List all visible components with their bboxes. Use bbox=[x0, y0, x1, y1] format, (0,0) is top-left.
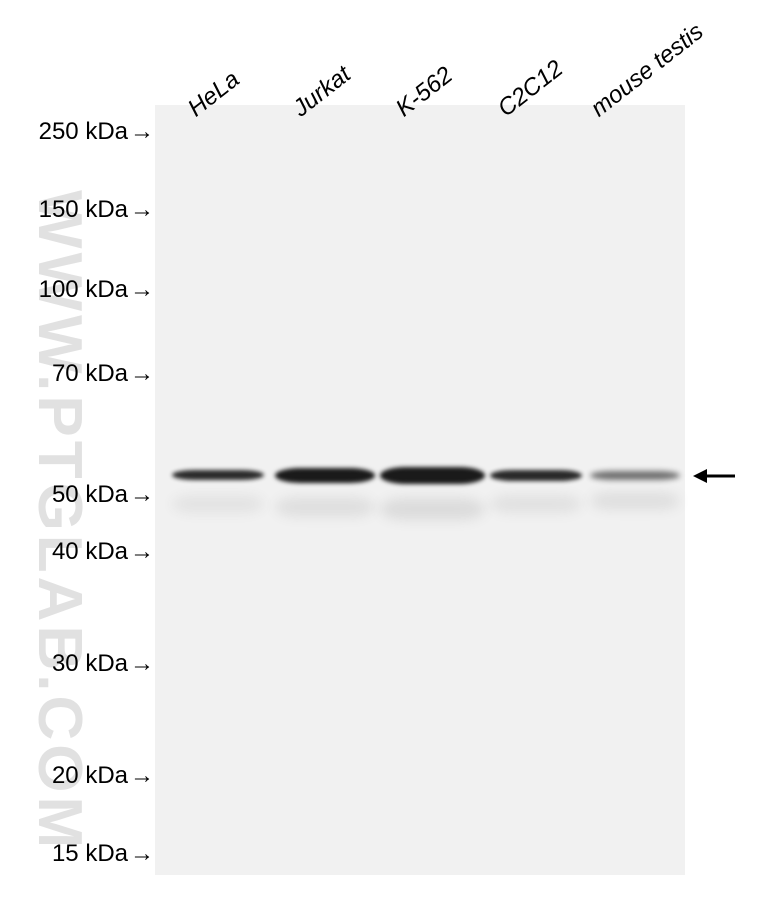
arrow-right-icon: → bbox=[130, 538, 154, 566]
blot-membrane bbox=[155, 105, 685, 875]
blot-band bbox=[275, 468, 375, 483]
blot-band bbox=[490, 470, 582, 481]
figure-container: WWW.PTGLAB.COM HeLaJurkatK-562C2C12mouse… bbox=[0, 0, 760, 903]
mw-marker-label: 30 kDa→ bbox=[0, 650, 154, 678]
blot-haze bbox=[275, 497, 375, 517]
mw-marker-label: 15 kDa→ bbox=[0, 840, 154, 868]
mw-value: 70 kDa bbox=[52, 360, 128, 387]
blot-haze bbox=[172, 495, 264, 513]
arrow-right-icon: → bbox=[130, 360, 154, 388]
mw-value: 30 kDa bbox=[52, 650, 128, 677]
mw-marker-label: 40 kDa→ bbox=[0, 538, 154, 566]
mw-value: 15 kDa bbox=[52, 840, 128, 867]
mw-value: 50 kDa bbox=[52, 481, 128, 508]
mw-value: 150 kDa bbox=[39, 196, 128, 223]
blot-haze bbox=[490, 495, 582, 513]
blot-band bbox=[590, 471, 680, 480]
arrow-right-icon: → bbox=[130, 196, 154, 224]
mw-value: 40 kDa bbox=[52, 538, 128, 565]
arrow-right-icon: → bbox=[130, 650, 154, 678]
arrow-right-icon: → bbox=[130, 118, 154, 146]
arrow-right-icon: → bbox=[130, 762, 154, 790]
mw-marker-label: 150 kDa→ bbox=[0, 196, 154, 224]
mw-value: 20 kDa bbox=[52, 762, 128, 789]
mw-marker-label: 70 kDa→ bbox=[0, 360, 154, 388]
target-band-arrow bbox=[693, 467, 735, 485]
blot-haze bbox=[380, 498, 485, 520]
mw-value: 100 kDa bbox=[39, 276, 128, 303]
arrow-right-icon: → bbox=[130, 276, 154, 304]
blot-band bbox=[172, 470, 264, 480]
arrow-right-icon: → bbox=[130, 840, 154, 868]
mw-marker-label: 100 kDa→ bbox=[0, 276, 154, 304]
blot-haze bbox=[590, 492, 680, 510]
blot-band bbox=[380, 467, 485, 484]
mw-value: 250 kDa bbox=[39, 118, 128, 145]
arrow-right-icon: → bbox=[130, 481, 154, 509]
mw-marker-label: 250 kDa→ bbox=[0, 118, 154, 146]
mw-marker-label: 20 kDa→ bbox=[0, 762, 154, 790]
mw-marker-label: 50 kDa→ bbox=[0, 481, 154, 509]
